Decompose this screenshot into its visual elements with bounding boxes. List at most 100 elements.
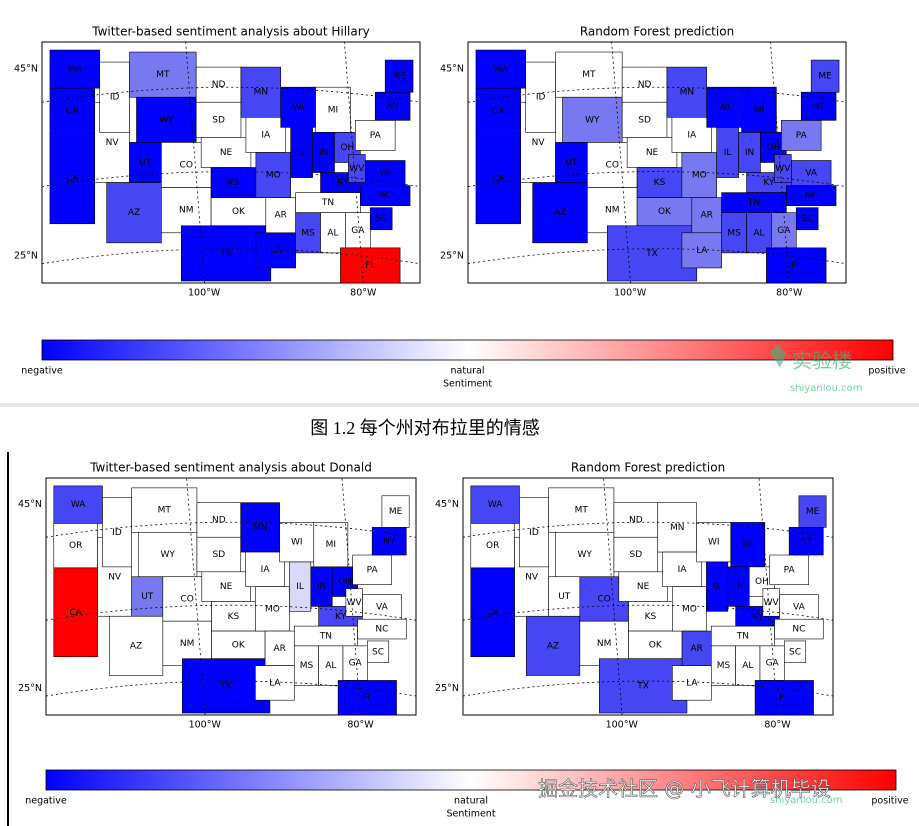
state bbox=[681, 232, 722, 269]
state-label: SC bbox=[372, 647, 384, 657]
state bbox=[313, 522, 349, 568]
state-label: IN bbox=[317, 582, 326, 592]
state bbox=[628, 630, 683, 660]
state bbox=[769, 554, 809, 585]
state bbox=[470, 523, 515, 569]
state bbox=[555, 51, 623, 98]
state-label: VA bbox=[793, 602, 806, 612]
state-label: UT bbox=[558, 592, 571, 602]
state bbox=[53, 567, 98, 658]
state-label: SC bbox=[789, 647, 801, 657]
state-label: WA bbox=[488, 500, 503, 510]
state-label: MO bbox=[682, 604, 697, 614]
state-label: WI bbox=[292, 103, 304, 113]
state bbox=[369, 207, 393, 231]
state-label: WI bbox=[718, 103, 730, 113]
state-label: KY bbox=[337, 178, 349, 188]
state bbox=[106, 182, 162, 244]
state-label: WV bbox=[764, 598, 780, 608]
state-label: AR bbox=[273, 644, 285, 654]
graticule bbox=[41, 171, 421, 187]
state-label: NM bbox=[180, 639, 195, 649]
state-label: AR bbox=[275, 211, 287, 221]
state bbox=[662, 551, 702, 587]
state-label: NM bbox=[605, 206, 620, 216]
state-label: KS bbox=[645, 612, 657, 622]
state bbox=[671, 117, 713, 153]
state-label: NC bbox=[792, 625, 805, 635]
state-label: NY bbox=[800, 537, 813, 547]
state-label: MS bbox=[301, 228, 315, 238]
state bbox=[131, 487, 198, 533]
state-label: LA bbox=[686, 678, 698, 688]
state-label: MT bbox=[575, 506, 589, 516]
state-label: IA bbox=[678, 565, 688, 575]
state-label: WY bbox=[161, 550, 176, 560]
state bbox=[762, 588, 780, 617]
state-label: OH bbox=[338, 577, 352, 587]
state-label: KY bbox=[752, 612, 764, 622]
state bbox=[348, 154, 366, 183]
state bbox=[108, 615, 164, 676]
state bbox=[788, 527, 824, 556]
state-label: ME bbox=[818, 72, 832, 82]
state bbox=[162, 620, 212, 666]
state-label: MN bbox=[680, 88, 695, 98]
graticule bbox=[467, 86, 847, 103]
state bbox=[555, 142, 588, 183]
graticule bbox=[462, 521, 834, 538]
colorbar-gradient bbox=[41, 339, 894, 361]
colorbar-label: negative bbox=[25, 796, 67, 807]
state bbox=[195, 101, 242, 138]
state-label: GA bbox=[777, 226, 791, 236]
colorbar-title: Sentiment bbox=[443, 379, 492, 390]
state-label: GA bbox=[349, 659, 363, 669]
state-label: AZ bbox=[130, 641, 142, 651]
state-label: NV bbox=[532, 138, 546, 148]
state-label: OK bbox=[649, 640, 663, 650]
state bbox=[621, 101, 668, 138]
state-label: ME bbox=[806, 507, 820, 517]
state bbox=[384, 59, 414, 93]
graticule bbox=[344, 41, 364, 284]
states bbox=[53, 485, 410, 716]
state-label: KS bbox=[228, 178, 240, 188]
caption: 图 1.2 每个州对布拉里的情感 bbox=[310, 418, 540, 438]
state-label: CO bbox=[180, 594, 193, 604]
state bbox=[381, 495, 410, 528]
state bbox=[735, 645, 761, 686]
state bbox=[519, 497, 549, 568]
state bbox=[340, 247, 401, 284]
colorbar-label: natural bbox=[451, 366, 485, 377]
state-label: FL bbox=[365, 261, 375, 271]
colorbar: negative natural positive Sentiment bbox=[21, 339, 906, 390]
graticule bbox=[41, 248, 421, 265]
state-label: MN bbox=[254, 88, 269, 98]
logo-icon bbox=[770, 344, 786, 368]
state-label: NV bbox=[525, 572, 539, 582]
state-label: ME bbox=[389, 507, 403, 517]
state bbox=[196, 536, 242, 573]
state bbox=[367, 640, 390, 663]
state bbox=[136, 96, 197, 143]
colorbar-label: positive bbox=[868, 366, 905, 377]
state-label: NV bbox=[108, 572, 122, 582]
state bbox=[352, 554, 392, 585]
state bbox=[759, 645, 785, 681]
state-label: WY bbox=[578, 550, 593, 560]
state bbox=[102, 497, 132, 568]
colorbar-label: positive bbox=[871, 796, 908, 807]
state bbox=[195, 66, 242, 103]
state bbox=[613, 502, 659, 538]
graticule bbox=[45, 521, 417, 538]
state-label: WA bbox=[71, 500, 86, 510]
state bbox=[371, 527, 407, 556]
state-label: OR bbox=[66, 106, 79, 116]
state-label: IL bbox=[296, 582, 304, 592]
state-label: CA bbox=[69, 608, 82, 618]
state-label: NY bbox=[387, 102, 400, 112]
graticule bbox=[462, 680, 834, 697]
state-label: LA bbox=[696, 246, 708, 256]
state-label: MI bbox=[326, 540, 336, 550]
state bbox=[681, 152, 717, 198]
